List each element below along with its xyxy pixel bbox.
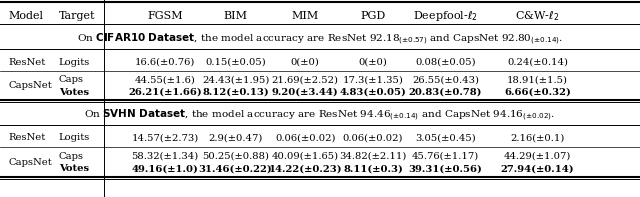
Text: Votes: Votes [59, 88, 89, 97]
Text: Model: Model [8, 11, 44, 21]
Text: 8.11(±0.3): 8.11(±0.3) [343, 164, 403, 173]
Text: 0.06(±0.02): 0.06(±0.02) [275, 133, 335, 142]
Text: 26.21(±1.66): 26.21(±1.66) [128, 88, 202, 97]
Text: 39.31(±0.56): 39.31(±0.56) [408, 164, 483, 173]
Text: On $\bf{SVHN\ Dataset}$, the model accuracy are ResNet 94.46$_{(\pm0.14)}$ and C: On $\bf{SVHN\ Dataset}$, the model accur… [84, 108, 556, 123]
Text: 14.22(±0.23): 14.22(±0.23) [268, 164, 342, 173]
Text: 34.82(±2.11): 34.82(±2.11) [339, 151, 407, 161]
Text: 2.9(±0.47): 2.9(±0.47) [209, 133, 262, 142]
Text: 44.29(±1.07): 44.29(±1.07) [504, 151, 572, 161]
Text: Votes: Votes [59, 164, 89, 173]
Text: 0.24(±0.14): 0.24(±0.14) [507, 58, 568, 67]
Text: ResNet: ResNet [8, 133, 45, 142]
Text: ResNet: ResNet [8, 58, 45, 67]
Text: 45.76(±1.17): 45.76(±1.17) [412, 151, 479, 161]
Text: Caps: Caps [59, 151, 84, 161]
Text: 9.20(±3.44): 9.20(±3.44) [272, 88, 339, 97]
Text: 17.3(±1.35): 17.3(±1.35) [342, 75, 404, 84]
Text: 18.91(±1.5): 18.91(±1.5) [507, 75, 568, 84]
Text: Deepfool-$\ell_2$: Deepfool-$\ell_2$ [413, 9, 478, 23]
Text: 27.94(±0.14): 27.94(±0.14) [500, 164, 575, 173]
Text: 24.43(±1.95): 24.43(±1.95) [202, 75, 269, 84]
Text: 26.55(±0.43): 26.55(±0.43) [412, 75, 479, 84]
Text: On $\bf{CIFAR10\ Dataset}$, the model accuracy are ResNet 92.18$_{(\pm0.57)}$ an: On $\bf{CIFAR10\ Dataset}$, the model ac… [77, 32, 563, 47]
Text: 40.09(±1.65): 40.09(±1.65) [272, 151, 339, 161]
Text: Target: Target [59, 11, 95, 21]
Text: 21.69(±2.52): 21.69(±2.52) [272, 75, 339, 84]
Text: CapsNet: CapsNet [8, 82, 52, 90]
Text: 0.06(±0.02): 0.06(±0.02) [343, 133, 403, 142]
Text: 6.66(±0.32): 6.66(±0.32) [504, 88, 571, 97]
Text: 20.83(±0.78): 20.83(±0.78) [409, 88, 482, 97]
Text: 0.15(±0.05): 0.15(±0.05) [205, 58, 266, 67]
Text: Logits: Logits [59, 133, 90, 142]
Text: 4.83(±0.05): 4.83(±0.05) [340, 88, 406, 97]
Text: 14.57(±2.73): 14.57(±2.73) [131, 133, 199, 142]
Text: 49.16(±1.0): 49.16(±1.0) [132, 164, 198, 173]
Text: 3.05(±0.45): 3.05(±0.45) [415, 133, 476, 142]
Text: 0.08(±0.05): 0.08(±0.05) [415, 58, 476, 67]
Text: Logits: Logits [59, 58, 90, 67]
Text: 50.25(±0.88): 50.25(±0.88) [202, 151, 269, 161]
Text: FGSM: FGSM [147, 11, 183, 21]
Text: 58.32(±1.34): 58.32(±1.34) [131, 151, 199, 161]
Text: 0(±0): 0(±0) [291, 58, 320, 67]
Text: CapsNet: CapsNet [8, 158, 52, 167]
Text: BIM: BIM [223, 11, 248, 21]
Text: 8.12(±0.13): 8.12(±0.13) [202, 88, 269, 97]
Text: MIM: MIM [292, 11, 319, 21]
Text: Caps: Caps [59, 75, 84, 84]
Text: 0(±0): 0(±0) [358, 58, 388, 67]
Text: C&W-$\ell_2$: C&W-$\ell_2$ [515, 9, 560, 23]
Text: 2.16(±0.1): 2.16(±0.1) [511, 133, 564, 142]
Text: PGD: PGD [360, 11, 386, 21]
Text: 16.6(±0.76): 16.6(±0.76) [135, 58, 195, 67]
Text: 31.46(±0.22): 31.46(±0.22) [198, 164, 273, 173]
Text: 44.55(±1.6): 44.55(±1.6) [134, 75, 196, 84]
